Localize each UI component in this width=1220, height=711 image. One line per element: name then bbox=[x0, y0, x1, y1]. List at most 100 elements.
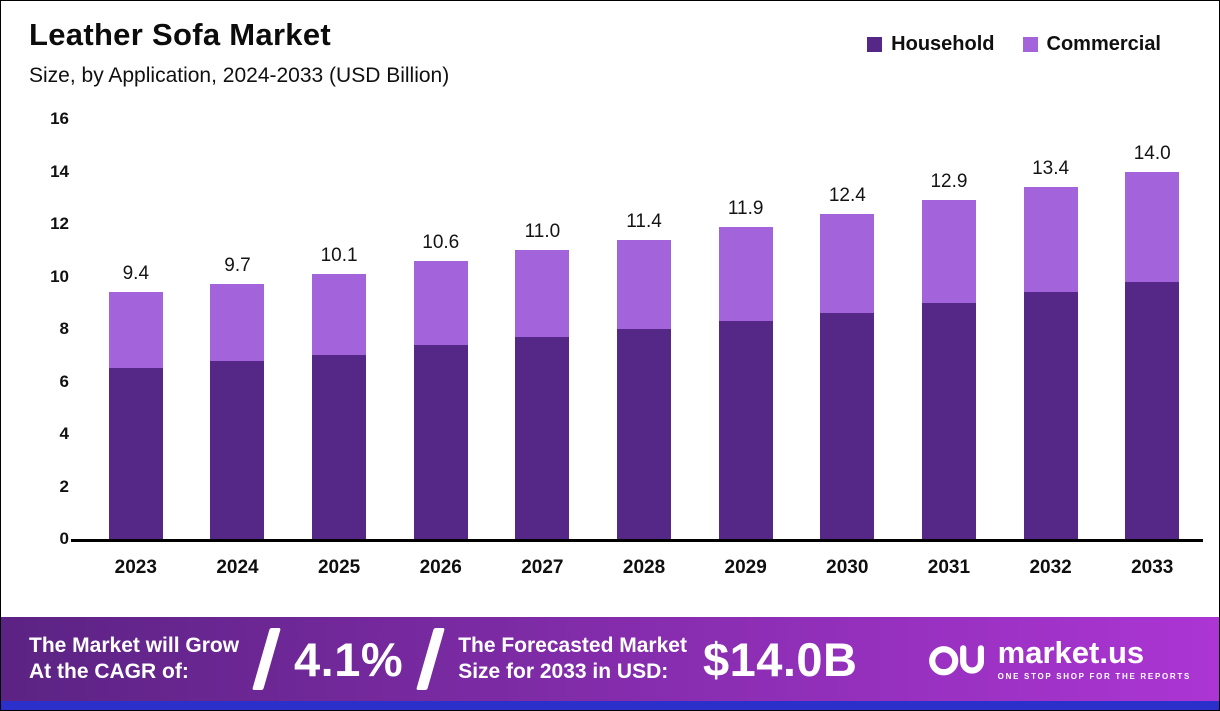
bar-total-label: 10.1 bbox=[320, 244, 358, 266]
household-swatch bbox=[867, 37, 883, 52]
forecast-text: The Forecasted Market Size for 2033 in U… bbox=[458, 633, 687, 686]
y-tick-label: 12 bbox=[50, 214, 69, 233]
bar-total-label: 13.4 bbox=[1032, 158, 1070, 180]
bar-group: 11.0 bbox=[492, 119, 594, 539]
bar-segment-household bbox=[515, 336, 570, 539]
bar-stack bbox=[617, 239, 672, 539]
x-axis-label: 2025 bbox=[317, 557, 361, 578]
y-tick-label: 4 bbox=[59, 424, 69, 443]
bar-segment-household bbox=[1125, 281, 1180, 539]
bar-segment-commercial bbox=[1125, 171, 1180, 282]
x-axis-label: 2029 bbox=[724, 557, 767, 578]
forecast-value: $14.0B bbox=[702, 632, 858, 686]
bar-stack bbox=[515, 250, 570, 539]
bar-stack bbox=[210, 284, 265, 539]
y-tick-label: 0 bbox=[59, 529, 69, 548]
legend-label-household: Household bbox=[891, 33, 995, 55]
bar-group: 11.4 bbox=[593, 119, 695, 539]
x-axis-label: 2033 bbox=[1131, 557, 1174, 578]
bar-total-label: 10.6 bbox=[422, 231, 460, 253]
bar-group: 13.4 bbox=[1000, 119, 1102, 539]
bar-segment-commercial bbox=[820, 213, 875, 314]
forecast-text-line2: Size for 2033 in USD: bbox=[458, 660, 669, 683]
x-axis-label: 2028 bbox=[622, 557, 666, 578]
bar-segment-commercial bbox=[617, 239, 672, 329]
bar-segment-commercial bbox=[1023, 187, 1078, 293]
bar-stack bbox=[921, 200, 976, 539]
bar-segment-commercial bbox=[921, 200, 976, 303]
brand-text: market.us ONE STOP SHOP FOR THE REPORTS bbox=[998, 637, 1191, 681]
x-axis-labels: 2023 2024 2025 2026 2027 2028 2029 2030 2031 2032… bbox=[85, 557, 1203, 579]
bar-segment-household bbox=[921, 302, 976, 539]
bar-group: 11.9 bbox=[695, 119, 797, 539]
footer-divider bbox=[416, 628, 446, 690]
bar-segment-household bbox=[413, 344, 468, 539]
bar-segment-household bbox=[718, 321, 773, 539]
commercial-swatch bbox=[1022, 37, 1038, 52]
x-axis-label: 2024 bbox=[216, 557, 259, 578]
bar-total-label: 12.4 bbox=[828, 184, 866, 206]
brand-tagline: ONE STOP SHOP FOR THE REPORTS bbox=[997, 672, 1191, 681]
x-axis-label: 2031 bbox=[927, 557, 971, 578]
cagr-text-line2: At the CAGR of: bbox=[29, 660, 189, 683]
bar-stack bbox=[413, 260, 468, 539]
bar-segment-commercial bbox=[718, 226, 773, 322]
y-axis: 0 2 4 6 8 10 12 14 16 bbox=[19, 109, 71, 548]
bar-group: 12.9 bbox=[898, 119, 1000, 539]
cagr-text: The Market will Grow At the CAGR of: bbox=[29, 633, 239, 686]
market-us-logo-icon bbox=[928, 645, 984, 676]
bar-total-label: 11.0 bbox=[524, 221, 561, 243]
bar-total-label: 11.4 bbox=[626, 210, 662, 232]
bar-segment-household bbox=[1023, 292, 1078, 539]
bar-total-label: 11.9 bbox=[727, 197, 764, 219]
chart-subtitle: Size, by Application, 2024-2033 (USD Bil… bbox=[29, 64, 450, 87]
x-axis-label: 2023 bbox=[114, 557, 157, 578]
bar-stack bbox=[1125, 171, 1180, 539]
legend-item-commercial: Commercial bbox=[1022, 33, 1162, 56]
y-tick-label: 2 bbox=[59, 476, 69, 496]
bar-total-label: 9.4 bbox=[122, 263, 150, 285]
bar-segment-commercial bbox=[210, 284, 265, 361]
legend: Household Commercial bbox=[867, 33, 1161, 56]
legend-label-commercial: Commercial bbox=[1046, 33, 1162, 55]
bar-segment-commercial bbox=[413, 260, 468, 345]
bar-segment-household bbox=[312, 355, 367, 539]
x-axis-label: 2027 bbox=[521, 557, 564, 578]
legend-item-household: Household bbox=[867, 33, 995, 56]
bar-group: 9.4 bbox=[85, 119, 187, 539]
bar-segment-household bbox=[210, 360, 265, 539]
bar-group: 10.6 bbox=[390, 119, 492, 539]
bar-stack bbox=[108, 292, 163, 539]
brand-name: market.us bbox=[997, 635, 1145, 670]
bar-segment-commercial bbox=[108, 292, 163, 369]
y-tick-label: 16 bbox=[50, 109, 69, 128]
cagr-text-line1: The Market will Grow bbox=[29, 633, 240, 657]
bar-total-label: 14.0 bbox=[1133, 142, 1171, 164]
y-tick-label: 6 bbox=[59, 371, 69, 391]
bar-group: 14.0 bbox=[1101, 119, 1203, 539]
y-tick-label: 10 bbox=[50, 266, 69, 286]
bar-stack bbox=[820, 213, 875, 539]
x-axis-label: 2030 bbox=[826, 557, 869, 578]
bar-total-label: 9.7 bbox=[224, 255, 251, 277]
chart-header: Leather Sofa Market Size, by Application… bbox=[1, 1, 1219, 88]
bar-group: 12.4 bbox=[796, 119, 898, 539]
x-axis-label: 2026 bbox=[419, 557, 462, 578]
y-tick-label: 14 bbox=[50, 161, 69, 181]
bar-segment-commercial bbox=[312, 273, 367, 356]
bar-total-label: 12.9 bbox=[930, 171, 968, 193]
cagr-value: 4.1% bbox=[294, 632, 404, 686]
x-axis-line bbox=[71, 539, 1203, 542]
bar-stack bbox=[312, 273, 367, 539]
bar-segment-household bbox=[617, 329, 672, 539]
plot-area: 9.4 9.7 10.1 10.6 11.0 11.4 11.9 12.4 12.9 13.4 14… bbox=[85, 119, 1203, 539]
brand-block: market.us ONE STOP SHOP FOR THE REPORTS bbox=[926, 637, 1191, 681]
chart-area: 0 2 4 6 8 10 12 14 16 9.4 9.7 10.1 10.6 11.0 11.4 11.9… bbox=[19, 109, 1203, 599]
bar-segment-commercial bbox=[515, 250, 570, 337]
bar-stack bbox=[1023, 187, 1078, 539]
forecast-text-line1: The Forecasted Market bbox=[458, 633, 687, 657]
y-tick-label: 8 bbox=[59, 319, 69, 338]
page-title: Leather Sofa Market bbox=[29, 17, 332, 52]
x-axis-label: 2032 bbox=[1029, 557, 1072, 578]
